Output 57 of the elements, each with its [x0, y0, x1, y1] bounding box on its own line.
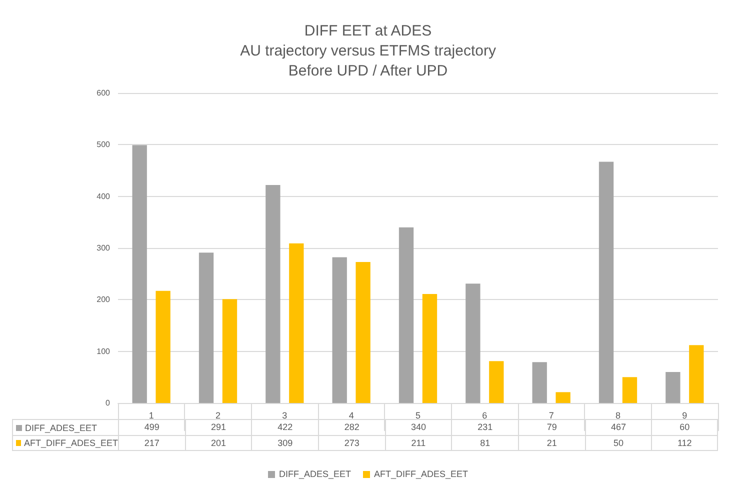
data-label: 112 — [651, 435, 718, 451]
data-label: 291 — [184, 419, 252, 435]
legend-label: DIFF_ADES_EET — [25, 422, 98, 432]
data-label: 499 — [118, 419, 185, 435]
bar — [489, 361, 504, 403]
x-tick-label: 1 — [148, 410, 154, 420]
data-label: 217 — [118, 435, 185, 451]
chart-title: DIFF EET at ADES AU trajectory versus ETFMS trajectory Before UPD / After UPD — [240, 22, 496, 80]
bar — [156, 290, 170, 403]
x-tick-label: 8 — [615, 410, 621, 420]
bar — [198, 252, 214, 403]
data-label: 211 — [384, 435, 452, 451]
bar — [556, 392, 570, 403]
y-tick-label: 400 — [96, 192, 111, 201]
bar — [689, 345, 704, 403]
x-tick-label: 6 — [482, 410, 488, 420]
bar — [356, 262, 370, 403]
y-tick-label: 100 — [96, 346, 111, 356]
data-label: 282 — [318, 419, 385, 435]
bar — [398, 227, 414, 403]
bar — [289, 243, 304, 403]
data-label: 273 — [318, 435, 385, 451]
x-tick-label: 4 — [348, 410, 354, 420]
data-label: 309 — [251, 435, 318, 451]
text: AFT_DIFF_ADES_EET — [374, 469, 468, 479]
bar — [666, 372, 680, 403]
data-label: 81 — [451, 435, 518, 451]
data-label: 201 — [184, 435, 252, 451]
bar — [466, 284, 480, 403]
bar — [266, 184, 280, 403]
y-tick-label: 600 — [96, 88, 111, 98]
data-label: 467 — [584, 419, 652, 435]
bar — [422, 294, 438, 403]
bar — [132, 145, 147, 403]
x-tick-label: 7 — [548, 410, 554, 420]
y-tick-label: 300 — [96, 244, 111, 252]
data-label: 79 — [518, 419, 585, 435]
legend-label: AFT_DIFF_ADES_EET — [24, 438, 118, 448]
x-tick-label: 5 — [415, 410, 421, 420]
x-tick-label: 9 — [682, 410, 688, 420]
x-tick-label: 3 — [282, 410, 288, 420]
bar — [332, 257, 347, 403]
bar — [622, 377, 638, 403]
data-label: 50 — [584, 435, 652, 451]
y-tick-label: 500 — [96, 140, 111, 150]
bar — [532, 362, 547, 403]
y-tick-label: 0 — [106, 398, 111, 408]
x-tick-label: 2 — [215, 410, 221, 420]
bar — [222, 299, 238, 403]
data-label: 21 — [518, 435, 585, 451]
data-label: 422 — [251, 419, 318, 435]
text: DIFF_ADES_EET — [278, 469, 351, 479]
y-tick-label: 200 — [96, 295, 111, 304]
data-label: 231 — [451, 419, 518, 435]
bar — [598, 162, 614, 403]
data-label: 60 — [651, 419, 718, 435]
data-label: 340 — [384, 419, 452, 435]
